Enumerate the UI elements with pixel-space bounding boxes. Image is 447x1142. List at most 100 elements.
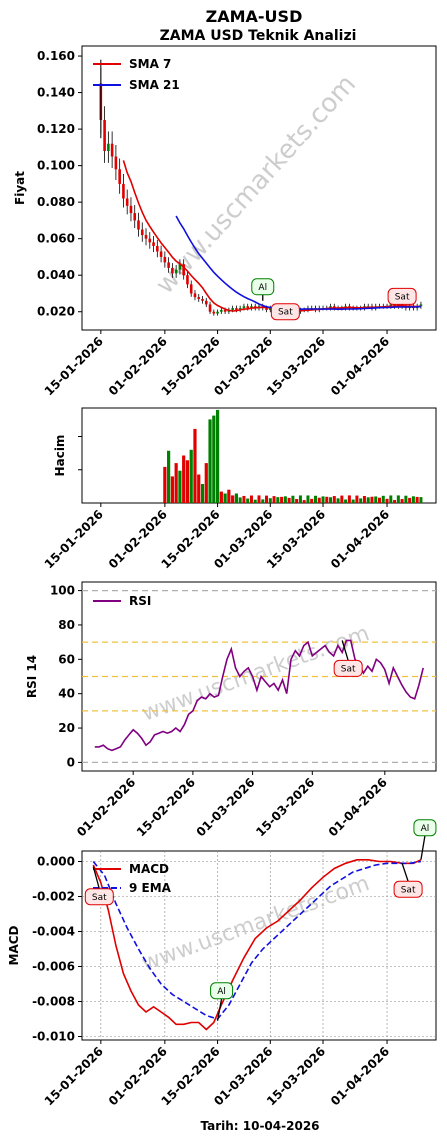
volume-bar [234,493,239,503]
candle-body [114,156,118,170]
signal-label: Al [421,824,430,834]
candle-body [156,245,159,252]
volume-bar [408,497,412,503]
rsi-line [94,639,424,752]
y-axis-label: Hacim [53,435,67,477]
legend-label-rsi: RSI [129,594,151,608]
candle-body [208,304,212,312]
x-tick-label: 15-03-2026 [253,775,317,839]
candle-body [186,275,189,285]
signal-label: Sat [395,292,410,302]
volume-bar [295,498,299,503]
candle-body [129,205,133,214]
volume-bar [378,497,382,503]
volume-bar [249,495,253,503]
signal-label: Sat [341,664,356,674]
volume-bar [291,495,295,503]
volume-bar [246,498,250,503]
volume-bar [163,466,167,503]
y-tick-label: 0.040 [37,268,75,282]
candle-body [110,143,114,157]
volume-bar [359,498,363,503]
volume-bar [280,496,284,503]
candle-body [204,300,208,305]
signal-box [387,287,417,305]
x-tick-label: 15-01-2026 [42,507,106,571]
candle-body [118,169,121,184]
volume-bar [167,450,171,503]
volume-bar [257,495,261,503]
x-tick-label: 15-01-2026 [42,1044,106,1108]
volume-bar [287,497,291,503]
signal-box [413,819,437,837]
volume-bar [272,496,276,503]
volume-panel: 15-01-2026 01-02-202615-02-202601-03-2026… [42,407,437,571]
volume-bar [306,495,310,503]
x-axis-label: Tarih: 10-04-2026 [200,1119,319,1133]
volume-bar [212,415,216,503]
volume-bar [351,499,355,503]
volume-bar [283,496,287,503]
candle-body [148,238,152,243]
volume-bar [321,496,325,503]
candle-body [333,306,336,309]
candle-body [216,311,219,314]
volume-bar [411,496,415,503]
volume-bar [340,495,344,503]
candle-body [223,309,227,312]
volume-bar [197,474,201,503]
volume-bar [200,484,205,503]
volume-bar [396,495,400,503]
volume-bar [362,496,366,503]
y-tick-label: -0.008 [32,995,75,1009]
legend-label-sma21: SMA 21 [129,78,180,92]
volume-bar [344,499,348,503]
candle-body [107,143,110,152]
x-tick-label: 01-03-2026 [194,775,258,839]
candle-body [133,213,137,221]
volume-bar [268,498,272,503]
candle-body [268,308,272,310]
signal-arrow [341,640,349,661]
volume-bar [355,495,359,503]
volume-bar [178,470,182,503]
candle-body [329,306,332,309]
volume-bar [182,455,186,503]
volume-bar [400,499,404,503]
signal-label: Al [217,987,226,997]
y-axis-label: MACD [7,925,21,965]
y-tick-label: -0.004 [32,925,75,939]
candle-body [125,198,129,206]
volume-bar [385,498,389,503]
signal-box [251,278,275,296]
volume-bar [298,495,302,503]
volume-bar [347,495,351,503]
volume-bar [223,493,227,503]
volume-bar [374,496,378,503]
y-tick-label: 0.140 [37,86,75,100]
candle-body [189,284,193,294]
signal-box [333,659,363,677]
price-panel: www.uscmarkets.com0.0200.0400.0600.0800.… [13,45,437,398]
volume-bar [215,409,220,503]
plot-frame [81,850,437,1041]
candle-body [419,304,423,307]
y-tick-label: 100 [50,584,75,598]
signal-arrow [92,866,100,889]
y-tick-label: 60 [58,652,75,666]
signal-label: Al [258,283,267,293]
volume-bar [317,497,321,503]
y-tick-label: 0.060 [37,232,75,246]
volume-bar [208,419,212,503]
y-tick-label: -0.002 [32,890,75,904]
volume-bar [313,495,317,503]
candle-body [171,267,174,274]
watermark: www.uscmarkets.com [139,871,373,977]
candle-body [393,304,396,307]
x-tick-label: 01-04-2026 [328,1044,392,1108]
candle-body [235,308,238,310]
y-tick-label: 0.160 [37,49,75,63]
volume-bar [185,460,190,503]
candle-body [174,269,178,274]
candle-body [193,293,197,298]
